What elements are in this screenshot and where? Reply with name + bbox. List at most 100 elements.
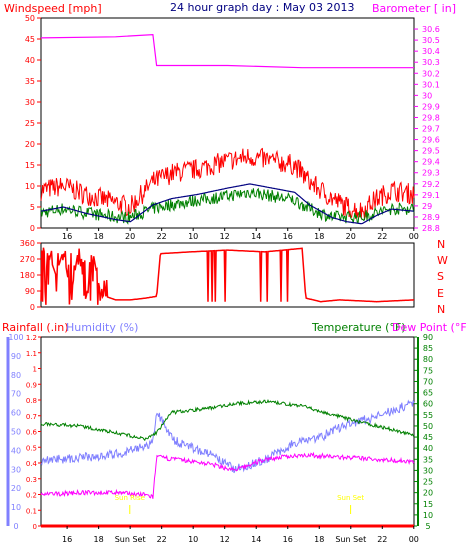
sun-marker-label: Sun Rise (115, 494, 145, 502)
barometer-y-tick-label: 29 (422, 202, 432, 211)
rainfall-axis-title: Rainfall (.in) (2, 321, 69, 334)
barometer-y-tick-label: 29.5 (422, 147, 440, 156)
rain-y-tick-label: 0.4 (26, 460, 38, 468)
direction-y-tick-label: 0 (30, 303, 35, 312)
temperature-y-tick-label: 15 (423, 500, 433, 509)
wind-y-tick-label: 5 (30, 203, 35, 212)
wind-x-tick-label: 14 (251, 232, 261, 241)
wind-trend-series (40, 183, 415, 225)
direction-y-tick-label: 90 (25, 287, 35, 296)
compass-label-w: W (437, 254, 448, 267)
rain-y-tick-label: 0.1 (26, 507, 37, 515)
temperature-y-tick-label: 90 (423, 333, 433, 342)
temperature-y-tick-label: 50 (423, 422, 433, 431)
rain-y-tick-label: 1 (33, 366, 37, 374)
wind-y-tick-label: 15 (25, 161, 35, 170)
temperature-series (40, 399, 415, 442)
wind-x-tick-label: 12 (220, 232, 230, 241)
barometer-y-tick-label: 29.3 (422, 169, 440, 178)
barometer-y-tick-label: 29.9 (422, 102, 440, 111)
humidity-y-tick-label: 40 (11, 446, 21, 455)
temperature-y-tick-label: 70 (423, 377, 433, 386)
dewpoint-series (40, 451, 415, 499)
graph-title: 24 hour graph day : May 03 2013 (170, 1, 355, 14)
wind-y-tick-label: 50 (25, 14, 35, 23)
rain-y-tick-label: 0.3 (26, 476, 37, 484)
sun-marker-label: Sun Set (337, 494, 364, 502)
barometer-y-tick-label: 30.2 (422, 69, 440, 78)
humidity-y-tick-label: 70 (11, 390, 21, 399)
wind-direction-series (40, 247, 414, 305)
rain-y-tick-label: 0 (33, 523, 37, 531)
climate-x-tick-label: 18 (314, 535, 324, 544)
wind-x-tick-label: 00 (409, 232, 419, 241)
barometer-y-tick-label: 30.6 (422, 25, 440, 34)
temperature-y-tick-label: 10 (423, 511, 433, 520)
barometer-y-tick-label: 28.8 (422, 224, 440, 233)
climate-plot-frame (40, 336, 415, 527)
humidity-y-tick-label: 60 (11, 409, 21, 418)
temperature-y-tick-label: 75 (423, 366, 433, 375)
barometer-y-tick-label: 30 (422, 91, 432, 100)
humidity-y-tick-label: 50 (11, 428, 21, 437)
rain-y-tick-label: 1.1 (26, 350, 37, 358)
wind-gust-series (40, 147, 415, 220)
wind-y-tick-label: 10 (25, 182, 35, 191)
rain-y-tick-label: 0.7 (26, 413, 37, 421)
rain-y-tick-label: 1.2 (26, 334, 37, 342)
temperature-y-tick-label: 55 (423, 411, 433, 420)
barometer-y-tick-label: 30.3 (422, 58, 440, 67)
climate-x-tick-label: Sun Set (115, 535, 146, 544)
humidity-y-tick-label: 80 (11, 371, 21, 380)
rain-y-tick-label: 0.2 (26, 492, 37, 500)
temperature-y-tick-label: 5 (425, 522, 430, 531)
wind-y-tick-label: 40 (25, 56, 35, 65)
climate-x-tick-label: Sun Set (335, 535, 366, 544)
climate-x-tick-label: 18 (94, 535, 104, 544)
humidity-axis-title: Humidity (%) (66, 321, 138, 334)
temperature-y-tick-label: 35 (423, 455, 433, 464)
wind-x-tick-label: 16 (62, 232, 72, 241)
barometer-y-tick-label: 30.4 (422, 47, 440, 56)
direction-y-tick-label: 360 (20, 239, 35, 248)
windspeed-axis-title: Windspeed [mph] (4, 2, 102, 15)
dewpoint-axis-title: Dew Point (°F) (392, 321, 466, 334)
wind-x-tick-label: 22 (157, 232, 167, 241)
temperature-y-tick-label: 40 (423, 444, 433, 453)
climate-x-tick-label: 00 (409, 535, 419, 544)
wind-y-tick-label: 25 (25, 119, 35, 128)
wind-y-tick-label: 30 (25, 98, 35, 107)
climate-x-tick-label: 10 (188, 535, 198, 544)
wind-y-tick-label: 0 (30, 224, 35, 233)
wind-x-tick-label: 20 (346, 232, 356, 241)
rain-y-tick-label: 0.9 (26, 381, 37, 389)
temperature-y-tick-label: 60 (423, 400, 433, 409)
wind-x-tick-label: 20 (125, 232, 135, 241)
temperature-y-tick-label: 20 (423, 489, 433, 498)
barometer-axis-title: Barometer [ in] (372, 2, 456, 15)
climate-x-tick-label: 12 (220, 535, 230, 544)
barometer-y-tick-label: 28.9 (422, 213, 440, 222)
barometer-y-tick-label: 30.1 (422, 80, 440, 89)
rain-y-tick-label: 0.6 (26, 429, 38, 437)
climate-x-tick-label: 16 (283, 535, 293, 544)
barometer-y-tick-label: 29.7 (422, 125, 440, 134)
rain-y-tick-label: 0.8 (26, 397, 37, 405)
direction-y-tick-label: 270 (20, 255, 35, 264)
humidity-series (40, 399, 415, 474)
climate-x-tick-label: 14 (251, 535, 261, 544)
humidity-y-tick-label: 0 (13, 522, 18, 531)
barometer-series (40, 33, 414, 69)
humidity-y-tick-label: 30 (11, 465, 21, 474)
climate-x-tick-label: 22 (157, 535, 167, 544)
barometer-y-tick-label: 29.8 (422, 113, 440, 122)
temperature-y-tick-label: 30 (423, 466, 433, 475)
direction-y-tick-label: 180 (20, 271, 35, 280)
wind-x-tick-label: 22 (377, 232, 387, 241)
wind-x-tick-label: 16 (283, 232, 293, 241)
temperature-axis-title: Temperature (°F) (311, 321, 406, 334)
wind-x-tick-label: 18 (94, 232, 104, 241)
wind-x-tick-label: 18 (314, 232, 324, 241)
compass-label-n-bottom: N (437, 303, 445, 316)
